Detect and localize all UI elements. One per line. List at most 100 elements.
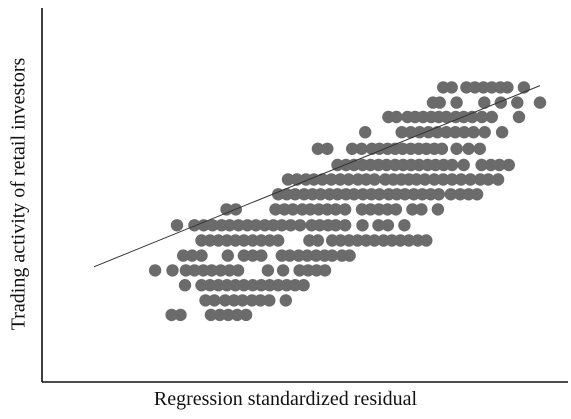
data-point	[179, 264, 193, 277]
data-point	[355, 203, 369, 216]
data-point	[329, 203, 342, 216]
data-point	[331, 158, 344, 172]
data-point	[372, 219, 385, 232]
data-point	[402, 234, 416, 247]
data-point	[318, 264, 332, 277]
data-point	[263, 294, 276, 307]
data-point	[301, 264, 315, 277]
data-point	[276, 264, 290, 277]
data-point	[431, 203, 445, 216]
data-point	[272, 279, 285, 292]
data-point	[148, 264, 162, 277]
data-point	[261, 264, 275, 277]
data-point	[398, 188, 412, 201]
data-point	[334, 173, 347, 186]
data-point	[237, 279, 251, 292]
data-point	[331, 188, 344, 201]
data-point	[237, 249, 251, 262]
data-point	[177, 249, 190, 262]
data-point	[263, 234, 276, 247]
data-point	[494, 96, 507, 109]
data-point	[460, 81, 473, 94]
data-point	[462, 142, 475, 155]
data-point	[407, 188, 420, 201]
data-point	[390, 110, 403, 124]
data-point	[304, 203, 317, 216]
data-point	[420, 234, 433, 247]
data-point	[334, 234, 347, 247]
data-point	[411, 234, 424, 247]
data-point	[204, 308, 218, 322]
data-point	[311, 142, 325, 155]
data-point	[206, 219, 219, 232]
data-point	[457, 158, 470, 172]
data-point	[312, 203, 325, 216]
data-point	[462, 188, 475, 201]
data-point	[380, 158, 393, 172]
data-point	[185, 249, 199, 262]
data-point	[428, 173, 441, 186]
data-point	[188, 264, 201, 277]
data-point	[223, 219, 236, 232]
data-point	[440, 110, 453, 124]
data-point	[356, 219, 369, 232]
data-point	[293, 264, 306, 277]
data-point	[195, 234, 208, 247]
data-point	[165, 308, 178, 322]
data-point	[246, 249, 259, 262]
data-point	[288, 188, 302, 201]
data-point	[208, 294, 221, 307]
data-point	[435, 142, 449, 155]
data-point	[511, 96, 524, 109]
data-point	[418, 173, 432, 186]
data-point	[205, 264, 218, 277]
data-point	[501, 81, 514, 94]
data-point	[214, 264, 227, 277]
data-point	[195, 279, 208, 292]
data-point	[364, 203, 377, 216]
data-point	[343, 249, 356, 262]
data-point	[227, 294, 241, 307]
data-point	[286, 203, 300, 216]
data-point	[368, 234, 381, 247]
data-point	[342, 234, 356, 247]
data-point	[218, 294, 232, 307]
data-point	[491, 173, 505, 186]
data-point	[178, 279, 192, 292]
data-point	[279, 294, 292, 307]
data-point	[484, 158, 498, 172]
data-point	[255, 249, 268, 262]
data-point	[478, 96, 491, 109]
data-point	[468, 81, 482, 94]
data-point	[269, 203, 282, 216]
data-point	[415, 203, 428, 216]
data-point	[458, 126, 471, 139]
data-point	[445, 173, 459, 186]
data-point	[220, 279, 234, 292]
data-point	[321, 142, 334, 155]
data-point	[222, 308, 235, 322]
data-point	[473, 142, 486, 155]
data-point	[212, 234, 225, 247]
data-point	[263, 279, 276, 292]
data-point	[450, 142, 463, 155]
data-point	[485, 81, 498, 94]
data-point	[368, 173, 381, 186]
data-point	[470, 188, 484, 201]
data-point	[303, 234, 316, 247]
data-point	[254, 294, 267, 307]
data-point	[246, 234, 259, 247]
data-point	[533, 96, 547, 109]
data-point	[338, 219, 352, 232]
data-point	[432, 188, 445, 201]
data-point	[422, 126, 435, 139]
data-point	[311, 234, 325, 247]
data-point	[351, 234, 364, 247]
data-point	[445, 158, 459, 172]
data-point	[467, 126, 480, 139]
data-point	[475, 110, 489, 124]
data-point	[326, 249, 339, 262]
data-point	[449, 126, 462, 139]
data-point	[338, 203, 352, 216]
